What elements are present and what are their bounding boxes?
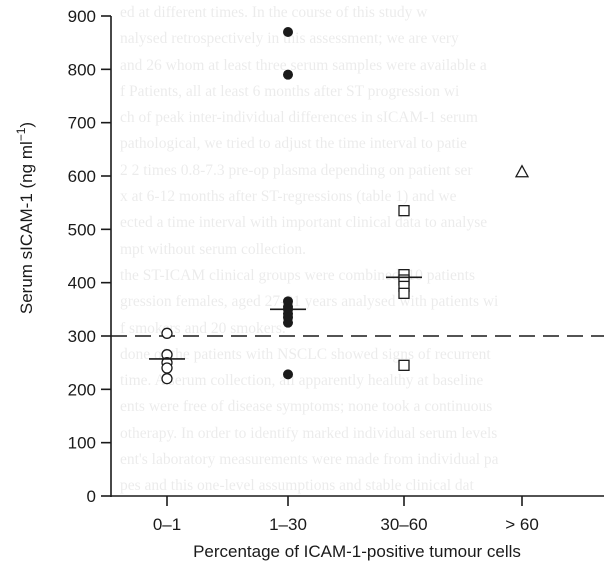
y-axis-title: Serum sICAM-1 (ng ml−1) — [14, 122, 36, 314]
y-axis-title-close: ) — [17, 122, 36, 128]
data-point — [398, 359, 410, 371]
data-point — [398, 205, 410, 217]
y-tick-label: 600 — [68, 167, 96, 186]
x-tick-label: 30–60 — [380, 515, 427, 534]
data-point — [161, 327, 173, 339]
y-axis-title-sup: −1 — [14, 127, 28, 141]
data-point — [283, 317, 293, 328]
y-tick-label: 300 — [68, 327, 96, 346]
x-ticks: 0–1 1–30 30–60 > 60 — [153, 496, 539, 534]
y-tick-label: 400 — [68, 274, 96, 293]
x-tick-label: 0–1 — [153, 515, 181, 534]
data-point — [283, 69, 293, 80]
x-tick-label: > 60 — [505, 515, 539, 534]
data-point — [398, 287, 410, 299]
y-axis-title-main: Serum sICAM-1 (ng ml — [17, 141, 36, 314]
x-axis-title: Percentage of ICAM-1-positive tumour cel… — [193, 542, 521, 561]
data-point — [514, 164, 530, 178]
data-points — [161, 27, 530, 385]
y-tick-label: 900 — [68, 7, 96, 26]
y-tick-label: 800 — [68, 60, 96, 79]
x-tick-label: 1–30 — [269, 515, 307, 534]
axes — [110, 16, 604, 497]
y-tick-label: 700 — [68, 114, 96, 133]
y-tick-label: 100 — [68, 434, 96, 453]
median-lines — [149, 276, 422, 360]
y-ticks: 0 100 200 300 400 500 600 700 800 900 — [68, 7, 111, 506]
y-tick-label: 200 — [68, 380, 96, 399]
y-tick-label: 0 — [87, 487, 96, 506]
data-point — [283, 27, 293, 37]
data-point — [283, 369, 293, 380]
data-point — [161, 373, 173, 385]
y-tick-label: 500 — [68, 220, 96, 239]
data-point — [161, 362, 173, 374]
